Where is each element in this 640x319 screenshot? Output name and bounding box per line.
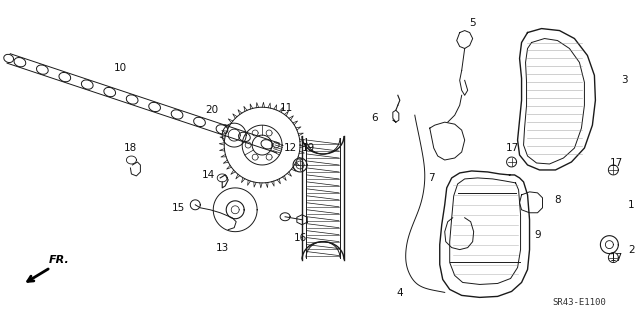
Text: 17: 17 <box>610 158 623 168</box>
Text: 1: 1 <box>628 200 635 210</box>
Text: 7: 7 <box>428 173 435 183</box>
Text: 16: 16 <box>293 233 307 243</box>
Text: 9: 9 <box>534 230 541 240</box>
Text: 6: 6 <box>372 113 378 123</box>
Text: 5: 5 <box>469 18 476 28</box>
Text: 19: 19 <box>301 143 315 153</box>
Text: 15: 15 <box>172 203 185 213</box>
Text: 4: 4 <box>397 288 403 298</box>
Text: SR43-E1100: SR43-E1100 <box>552 298 606 307</box>
Text: 11: 11 <box>280 103 292 113</box>
Text: 3: 3 <box>621 75 628 85</box>
Text: 17: 17 <box>610 253 623 263</box>
Text: 18: 18 <box>124 143 137 153</box>
Text: 8: 8 <box>554 195 561 205</box>
Text: 2: 2 <box>628 245 635 255</box>
Text: 14: 14 <box>202 170 215 180</box>
Text: 20: 20 <box>205 105 219 115</box>
Text: 10: 10 <box>114 63 127 73</box>
Text: 13: 13 <box>216 243 229 253</box>
Text: FR.: FR. <box>49 255 69 264</box>
Text: 17: 17 <box>506 143 519 153</box>
Text: 12: 12 <box>284 143 297 153</box>
